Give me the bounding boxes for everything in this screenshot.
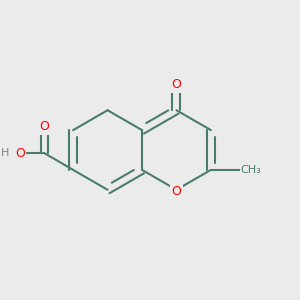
Text: O: O xyxy=(15,147,25,160)
Text: H: H xyxy=(1,148,9,158)
Text: O: O xyxy=(172,185,182,198)
Text: H: H xyxy=(0,148,9,158)
Text: O: O xyxy=(171,185,182,198)
Text: O: O xyxy=(171,78,182,91)
Text: CH₃: CH₃ xyxy=(241,165,262,175)
Text: O: O xyxy=(172,78,182,91)
Text: O: O xyxy=(39,121,50,134)
Text: O: O xyxy=(14,147,25,160)
Text: O: O xyxy=(40,121,50,134)
